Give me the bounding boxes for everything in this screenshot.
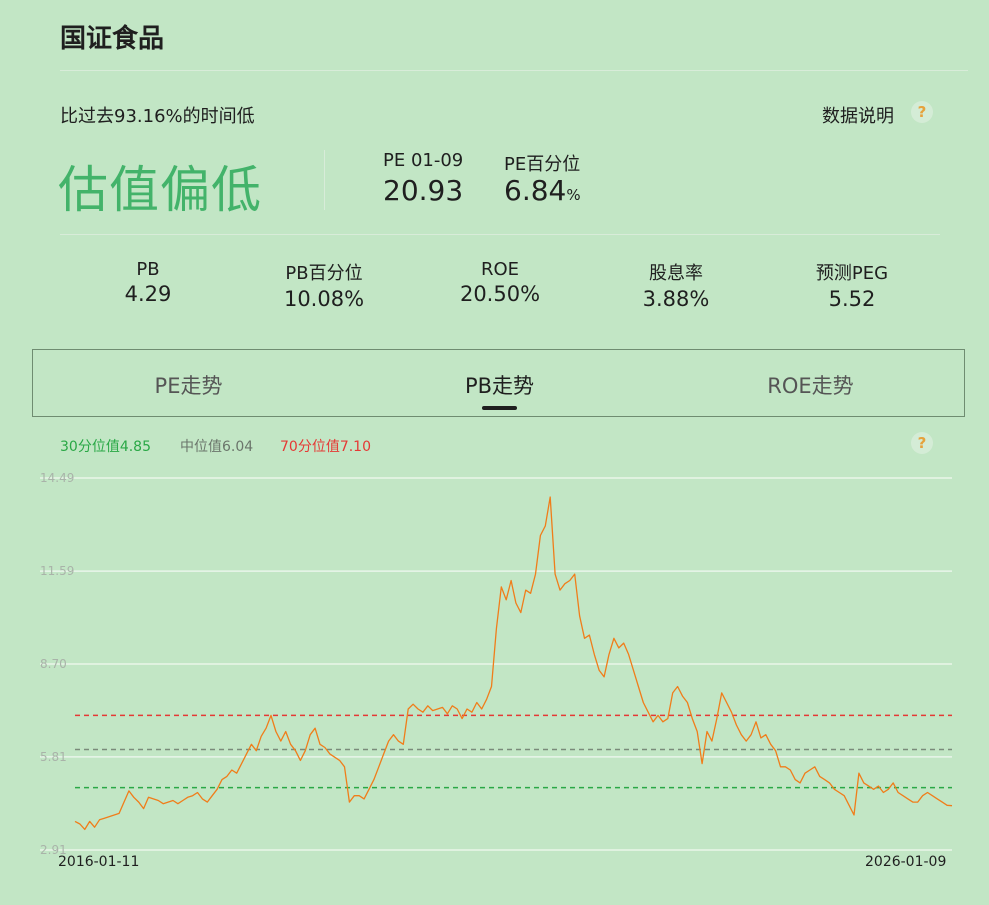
help-icon[interactable]: ? — [911, 101, 933, 123]
valuation-status: 估值偏低 — [58, 161, 262, 219]
y-tick-label: 8.70 — [40, 657, 67, 671]
tab-roe-trend[interactable]: ROE走势 — [767, 374, 854, 398]
metric-value: 5.52 — [828, 287, 876, 311]
divider — [60, 70, 968, 71]
legend-p70: 70分位值7.10 — [280, 439, 371, 455]
legend-median: 中位值6.04 — [180, 439, 254, 455]
pe-label: PE 01-09 — [383, 150, 464, 171]
y-axis-ticks: 14.49 11.59 8.70 5.81 2.91 — [40, 471, 74, 857]
pe-percentile-value: 6.84 — [504, 174, 567, 207]
metric-value: 20.50% — [459, 282, 541, 306]
y-tick-label: 5.81 — [40, 750, 67, 764]
metric-label: 股息率 — [649, 263, 703, 284]
legend-p30: 30分位值4.85 — [60, 439, 151, 455]
metric-dividend-yield: 股息率 3.88% — [588, 259, 764, 311]
pb-series-line — [74, 496, 953, 831]
metric-value: 4.29 — [124, 282, 172, 306]
chart-help-icon[interactable]: ? — [911, 432, 933, 454]
pe-percentile-label: PE百分位 — [504, 154, 581, 175]
tab-pb-trend[interactable]: PB走势 — [464, 374, 535, 398]
reference-lines — [75, 714, 952, 789]
x-end-label: 2026-01-09 — [865, 854, 947, 870]
metric-value: 3.88% — [642, 287, 710, 311]
divider — [60, 234, 940, 235]
pb-trend-chart: 14.49 11.59 8.70 5.81 2.91 — [40, 471, 953, 857]
data-explain-link[interactable]: 数据说明 — [822, 106, 894, 127]
metric-label: PB — [136, 259, 160, 280]
pe-percentile-unit: % — [566, 186, 581, 204]
metric-pb-percentile: PB百分位 10.08% — [236, 259, 412, 311]
y-tick-label: 11.59 — [40, 564, 74, 578]
percentile-summary: 比过去93.16%的时间低 — [60, 106, 255, 127]
chart-grid — [40, 477, 952, 851]
y-tick-label: 14.49 — [40, 471, 74, 485]
chart-series — [74, 496, 953, 831]
x-start-label: 2016-01-11 — [58, 854, 140, 870]
pe-percentile: 6.84% — [504, 174, 581, 207]
metric-forecast-peg: 预测PEG 5.52 — [764, 259, 940, 311]
metric-roe: ROE 20.50% — [412, 259, 588, 306]
divider — [324, 150, 325, 210]
metric-value: 10.08% — [283, 287, 365, 311]
active-tab-indicator — [482, 406, 517, 410]
metric-label: PB百分位 — [285, 263, 363, 284]
y-tick-label: 2.91 — [40, 843, 67, 857]
metric-pb: PB 4.29 — [60, 259, 236, 306]
pe-value: 20.93 — [383, 174, 464, 207]
trend-tabs: PE走势 PB走势 ROE走势 — [32, 349, 965, 417]
tab-pe-trend[interactable]: PE走势 — [154, 374, 223, 398]
metric-label: ROE — [480, 259, 520, 280]
page-title: 国证食品 — [60, 24, 165, 54]
metric-label: 预测PEG — [815, 263, 889, 284]
